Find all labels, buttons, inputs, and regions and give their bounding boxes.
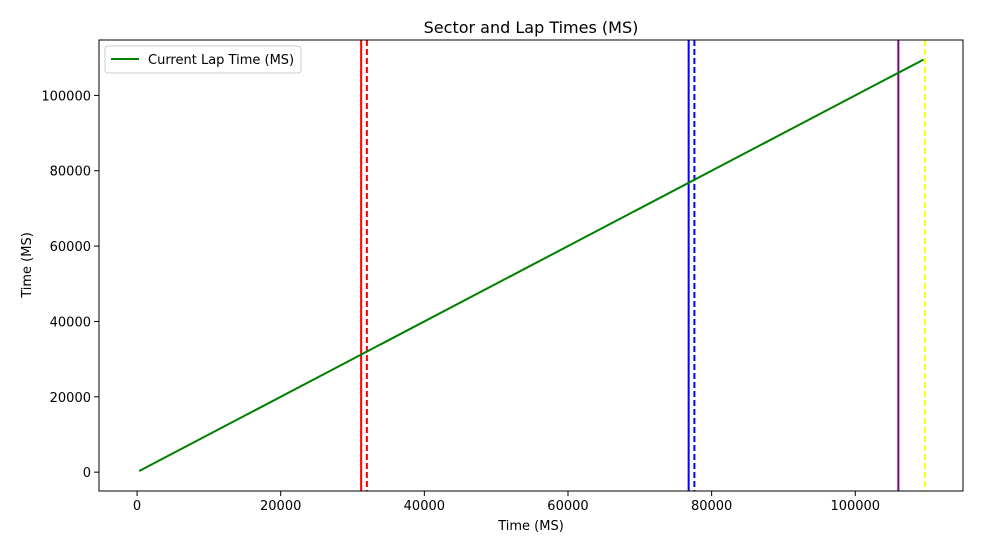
legend-label: Current Lap Time (MS) (148, 53, 294, 68)
y-axis-title: Time (MS) (20, 232, 35, 299)
series-group (138, 58, 924, 472)
x-tick-label: 60000 (547, 499, 588, 514)
vertical-lines (360, 40, 926, 491)
series-line (138, 58, 924, 472)
legend-box (104, 45, 302, 74)
y-tick-label: 100000 (41, 89, 91, 104)
plot-frame (98, 39, 964, 492)
y-tick-label: 80000 (50, 165, 91, 180)
y-tick-label: 40000 (50, 315, 91, 330)
x-axis-title: Time (MS) (497, 519, 564, 534)
x-tick-label: 100000 (830, 499, 880, 514)
x-axis-ticks: 0 20000 40000 60000 80000 100000 (133, 491, 880, 514)
y-axis-ticks: 0 20000 40000 60000 80000 100000 (41, 89, 99, 481)
y-tick-label: 0 (83, 466, 91, 481)
legend: Current Lap Time (MS) (104, 45, 302, 74)
x-tick-label: 0 (133, 499, 141, 514)
x-tick-label: 80000 (691, 499, 732, 514)
chart-title: Sector and Lap Times (MS) (424, 18, 639, 37)
y-tick-label: 60000 (50, 240, 91, 255)
x-tick-label: 40000 (404, 499, 445, 514)
x-tick-label: 20000 (260, 499, 301, 514)
y-tick-label: 20000 (50, 391, 91, 406)
